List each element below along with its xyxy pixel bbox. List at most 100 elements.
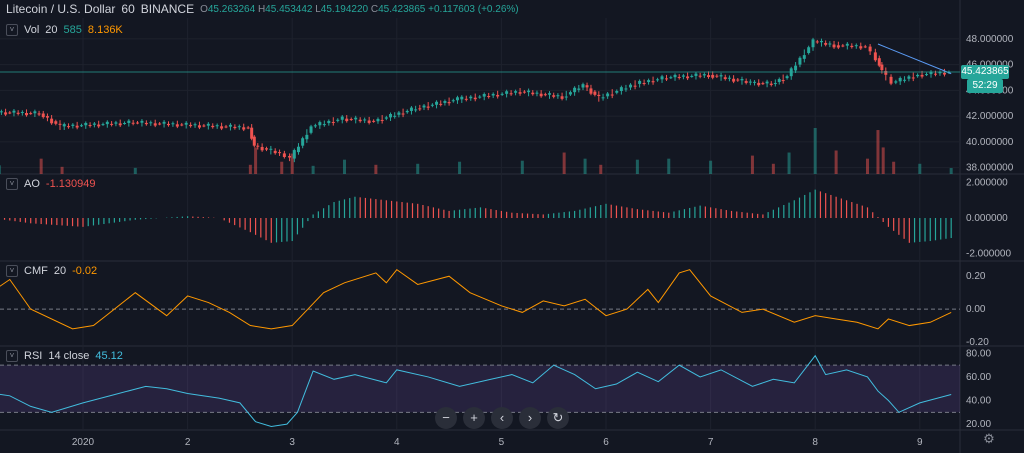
volume-bar: [876, 130, 880, 174]
volume-bar: [290, 153, 294, 174]
candle-body: [850, 45, 854, 48]
candle-body: [237, 126, 241, 128]
candle-body: [877, 58, 881, 66]
candle-body: [539, 93, 543, 97]
candle-body: [197, 125, 201, 128]
candle-body: [62, 124, 66, 127]
exchange-label: BINANCE: [140, 2, 195, 16]
candle-body: [748, 81, 752, 83]
candle-body: [166, 123, 170, 126]
candle-body: [903, 79, 907, 81]
candle-body: [322, 124, 326, 126]
candle-body: [37, 113, 41, 115]
candle-body: [798, 57, 802, 65]
candle-body: [158, 123, 162, 125]
candle-body: [531, 92, 535, 95]
candle-body: [597, 94, 601, 97]
volume-bar: [599, 164, 603, 174]
candle-body: [71, 124, 75, 126]
candle-body: [487, 96, 491, 98]
candle-body: [811, 39, 815, 48]
candle-body: [92, 123, 96, 125]
volume-bar: [60, 166, 64, 174]
candle-body: [354, 117, 358, 120]
candle-body: [819, 40, 823, 43]
volume-bar: [416, 163, 420, 174]
candle-body: [58, 123, 62, 125]
candle-body: [560, 96, 564, 99]
candle-body: [938, 71, 942, 74]
candle-body: [884, 71, 888, 75]
candle-body: [845, 43, 849, 46]
volume-bar: [892, 161, 896, 174]
candle-body: [136, 122, 140, 124]
candle-body: [79, 125, 83, 127]
candle-body: [33, 111, 37, 114]
candle-body: [727, 77, 731, 79]
reset-chart-button[interactable]: ↻: [547, 407, 569, 429]
candle-body: [292, 150, 296, 159]
volume-bar: [520, 160, 524, 174]
zoom-out-button[interactable]: −: [435, 407, 457, 429]
candle-body: [781, 80, 785, 82]
chevron-icon[interactable]: ˅: [6, 24, 18, 36]
candle-body: [0, 111, 3, 113]
candle-body: [409, 107, 413, 111]
candle-body: [336, 119, 340, 121]
candle-body: [41, 113, 45, 118]
chevron-icon[interactable]: ˅: [6, 178, 18, 190]
scroll-forward-button[interactable]: ›: [519, 407, 541, 429]
interval-label: 60: [121, 2, 135, 16]
candle-body: [372, 120, 376, 122]
candle-body: [50, 118, 54, 124]
candle-body: [469, 96, 473, 99]
candle-body: [601, 97, 605, 99]
candle-body: [464, 98, 468, 100]
candle-body: [824, 42, 828, 45]
scroll-back-button[interactable]: ‹: [491, 407, 513, 429]
candle-body: [447, 102, 451, 104]
candle-body: [460, 96, 464, 100]
cmf-label: CMF: [24, 265, 48, 277]
cmf-param: 20: [53, 265, 67, 277]
candle-body: [162, 121, 166, 124]
vol-legend: ˅ Vol 20 585 8.136K: [6, 24, 123, 36]
rsi-param: 14 close: [48, 350, 90, 362]
rsi-legend: ˅ RSI 14 close 45.12: [6, 350, 123, 362]
candle-body: [589, 88, 593, 94]
candle-body: [505, 91, 509, 94]
gear-icon[interactable]: ⚙: [983, 431, 995, 446]
candle-body: [260, 146, 264, 151]
candle-body: [384, 117, 388, 119]
rsi-tick-label: 40.00: [966, 396, 991, 407]
chevron-icon[interactable]: ˅: [6, 350, 18, 362]
zoom-in-button[interactable]: +: [463, 407, 485, 429]
time-tick-label: 2: [185, 437, 191, 448]
chevron-icon[interactable]: ˅: [6, 265, 18, 277]
candle-body: [153, 123, 157, 126]
candle-body: [380, 119, 384, 121]
candle-body: [389, 114, 393, 118]
candle-body: [305, 134, 309, 140]
candle-body: [252, 136, 256, 146]
candle-body: [101, 124, 105, 126]
candle-body: [651, 81, 655, 83]
candle-body: [681, 75, 685, 77]
candle-body: [414, 109, 418, 111]
candle-body: [233, 126, 237, 129]
last-price-tag: 45.423865: [961, 65, 1009, 80]
candle-body: [430, 104, 434, 106]
candle-body: [815, 41, 819, 43]
candle-body: [393, 115, 397, 117]
vol-value2: 8.136K: [87, 24, 123, 36]
candle-body: [638, 80, 642, 84]
ao-tick-label: -2.000000: [966, 248, 1011, 259]
volume-bar: [343, 159, 346, 174]
candle-body: [131, 122, 135, 124]
candle-body: [898, 77, 902, 82]
candle-body: [451, 100, 455, 102]
vol-label: Vol: [24, 24, 40, 36]
change-value: +0.117603 (+0.26%): [428, 3, 519, 15]
candle-body: [889, 76, 893, 84]
